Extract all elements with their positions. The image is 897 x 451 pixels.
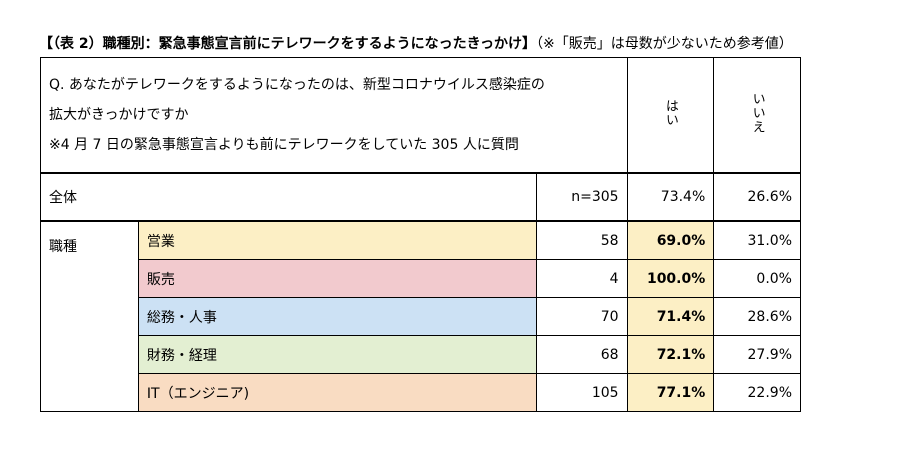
row-label: 営業: [137, 220, 537, 260]
total-label: 全体: [40, 172, 537, 222]
question-line-2: 拡大がきっかけですか: [49, 107, 189, 123]
table-title: 【（表 2）職種別：緊急事態宣言前にテレワークをするようになったきっかけ】（※「…: [39, 33, 889, 55]
table-row: 財務・経理 68 72.1% 27.9%: [41, 335, 801, 374]
table-row: 販売 4 100.0% 0.0%: [41, 259, 801, 298]
row-label: IT（エンジニア): [137, 373, 537, 412]
total-no: 26.6%: [713, 172, 801, 222]
question-row: Q. あなたがテレワークをするようになったのは、新型コロナウイルス感染症の 拡大…: [40, 57, 801, 174]
question-line-3: ※4 月 7 日の緊急事態宣言よりも前にテレワークをしていた 305 人に質問: [49, 137, 519, 153]
row-yes: 100.0%: [626, 259, 715, 298]
total-row: 全体 n=305 73.4% 26.6%: [40, 172, 801, 222]
row-no: 27.9%: [713, 335, 801, 374]
row-yes: 72.1%: [626, 335, 715, 374]
question-line-1: Q. あなたがテレワークをするようになったのは、新型コロナウイルス感染症の: [49, 77, 545, 93]
row-yes: 69.0%: [626, 220, 715, 260]
row-label: 財務・経理: [137, 335, 537, 374]
total-n: n=305: [535, 172, 628, 222]
row-n: 105: [535, 373, 628, 412]
table-row: IT（エンジニア) 105 77.1% 22.9%: [41, 373, 801, 412]
row-n: 4: [535, 259, 628, 298]
row-label: 販売: [137, 259, 537, 298]
title-main: 【（表 2）職種別：緊急事態宣言前にテレワークをするようになったきっかけ】: [39, 36, 537, 52]
group-label: 職種: [40, 220, 139, 412]
row-yes: 77.1%: [626, 373, 715, 412]
row-n: 58: [535, 220, 628, 260]
row-no: 31.0%: [713, 220, 801, 260]
row-yes: 71.4%: [626, 297, 715, 336]
table-row: 職種 営業 58 69.0% 31.0%: [40, 220, 801, 412]
question-cell: Q. あなたがテレワークをするようになったのは、新型コロナウイルス感染症の 拡大…: [40, 57, 628, 174]
row-n: 68: [535, 335, 628, 374]
survey-table: Q. あなたがテレワークをするようになったのは、新型コロナウイルス感染症の 拡大…: [40, 57, 801, 412]
title-note: （※「販売」は母数が少ないため参考値）: [536, 36, 793, 52]
header-yes: はい: [626, 57, 715, 174]
row-label: 総務・人事: [137, 297, 537, 336]
header-no: いいえ: [713, 57, 801, 174]
row-no: 22.9%: [713, 373, 801, 412]
total-yes: 73.4%: [626, 172, 715, 222]
row-n: 70: [535, 297, 628, 336]
table-row: 総務・人事 70 71.4% 28.6%: [41, 297, 801, 336]
row-no: 0.0%: [713, 259, 801, 298]
row-no: 28.6%: [713, 297, 801, 336]
